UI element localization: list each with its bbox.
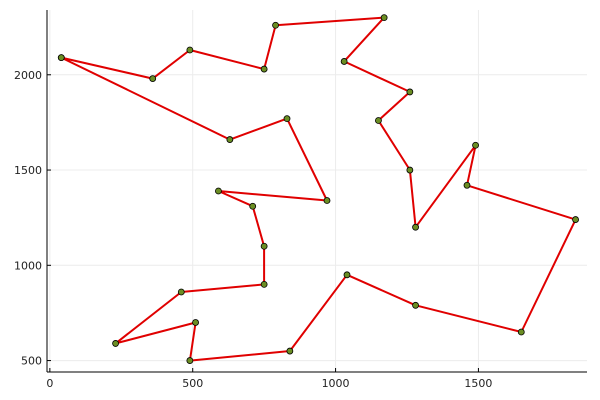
route-point-3 xyxy=(260,65,268,73)
route-point-21 xyxy=(177,288,185,296)
route-point-25 xyxy=(215,187,222,195)
route-point-17 xyxy=(286,347,294,355)
x-tick-label-2: 1000 xyxy=(322,377,350,390)
tick-labels: 0 500 1000 1500 500 1000 1500 2000 xyxy=(14,69,492,390)
y-tick-label-0: 500 xyxy=(21,355,42,368)
route-point-6 xyxy=(340,58,348,65)
route-point-4 xyxy=(272,21,279,29)
route-point-7 xyxy=(406,88,414,96)
route-series xyxy=(57,14,579,364)
x-tick-label-3: 1500 xyxy=(464,377,492,390)
y-tick-label-1: 1000 xyxy=(14,259,42,272)
route-point-16 xyxy=(343,271,351,279)
route-point-23 xyxy=(260,242,268,250)
x-tick-label-0: 0 xyxy=(46,377,53,390)
route-point-27 xyxy=(283,115,291,122)
route-line-0 xyxy=(60,16,577,362)
x-tick-label-1: 500 xyxy=(182,377,203,390)
route-point-2 xyxy=(186,46,194,54)
axes xyxy=(46,10,587,373)
route-point-28 xyxy=(226,136,234,143)
route-point-1 xyxy=(149,75,157,82)
route-point-20 xyxy=(112,340,119,347)
route-point-29 xyxy=(57,54,65,62)
route-point-9 xyxy=(406,166,414,174)
route-point-22 xyxy=(260,280,268,288)
route-point-11 xyxy=(472,141,479,149)
y-tick-label-2: 1500 xyxy=(14,164,42,177)
route-point-13 xyxy=(572,216,579,223)
route-point-24 xyxy=(249,202,257,210)
grid-lines xyxy=(47,10,587,372)
route-point-5 xyxy=(380,14,388,22)
route-point-10 xyxy=(412,223,419,231)
route-point-12 xyxy=(463,181,471,189)
route-point-18 xyxy=(186,357,194,364)
y-tick-label-3: 2000 xyxy=(14,69,42,82)
route-point-26 xyxy=(323,197,331,204)
route-point-14 xyxy=(517,328,525,336)
route-point-15 xyxy=(412,301,419,309)
route-point-8 xyxy=(375,117,382,124)
route-point-19 xyxy=(192,319,199,326)
